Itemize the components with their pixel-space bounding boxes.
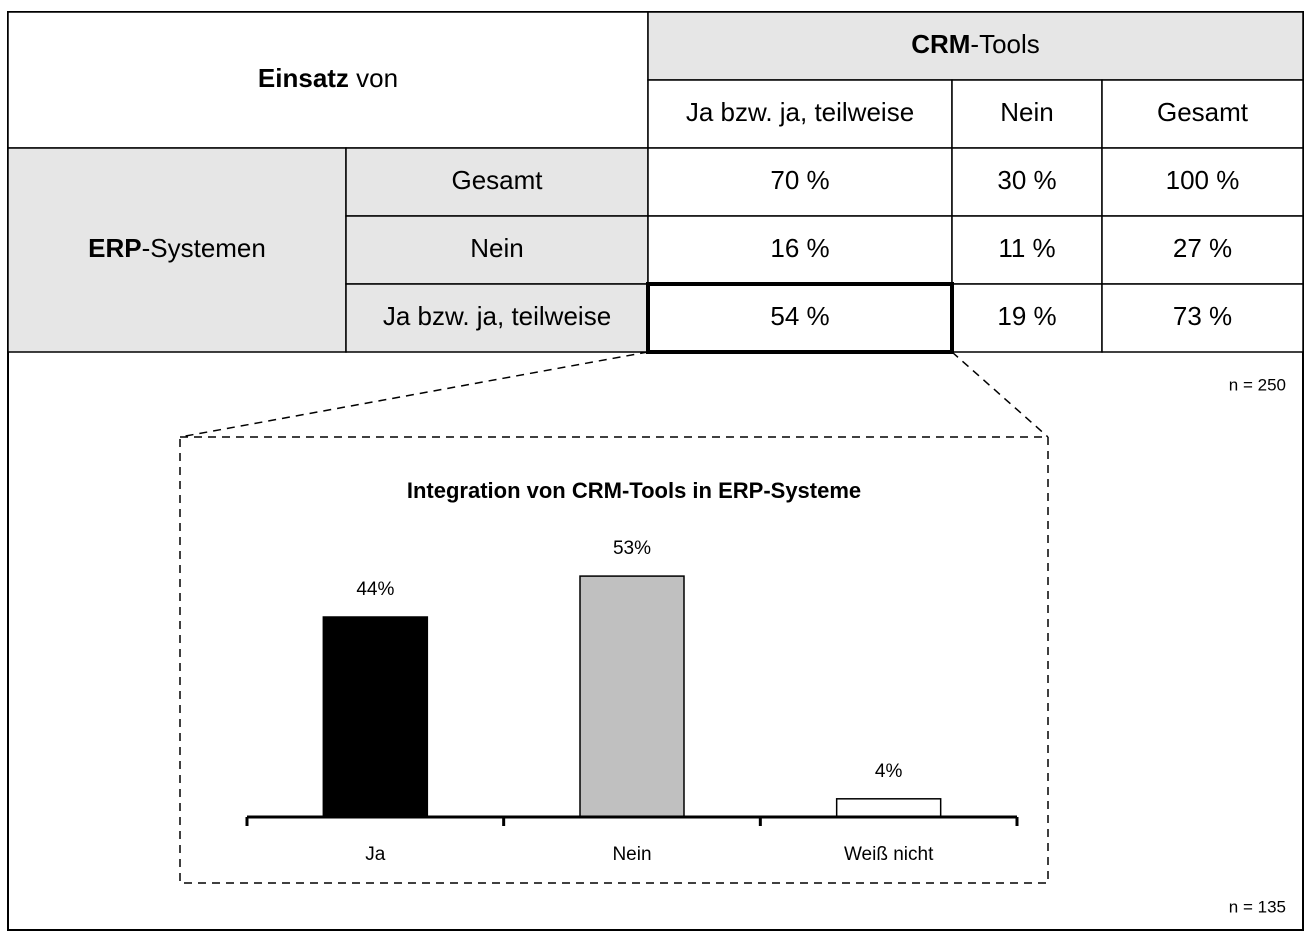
- text-run: CRM: [911, 29, 970, 59]
- cell: [1101, 215, 1304, 285]
- row-header: Nein: [470, 233, 523, 263]
- bar: [835, 798, 942, 818]
- cell: [1101, 283, 1304, 353]
- sample-size: n = 135: [1229, 897, 1286, 916]
- cell: [951, 215, 1103, 285]
- corner-header: Einsatz von: [258, 63, 398, 93]
- value-label: 44%: [356, 579, 394, 600]
- highlight: [646, 282, 954, 354]
- cell: [345, 147, 649, 217]
- cell: [951, 147, 1103, 217]
- cell: [345, 215, 649, 285]
- text-run: Einsatz: [258, 63, 349, 93]
- chart-title: Integration von CRM-Tools in ERP-Systeme: [407, 478, 861, 503]
- bar: [322, 616, 429, 818]
- cell: [647, 147, 953, 217]
- value-label: 4%: [875, 761, 903, 782]
- cell: [951, 283, 1103, 353]
- table-cell: 27 %: [1173, 233, 1232, 263]
- cell: [1101, 79, 1304, 149]
- row-header: Gesamt: [451, 165, 543, 195]
- column-header: Gesamt: [1157, 97, 1249, 127]
- zoom-line: [951, 351, 1049, 438]
- table-cell: 100 %: [1166, 165, 1240, 195]
- cell: [647, 215, 953, 285]
- text-run: -Systemen: [142, 233, 266, 263]
- table-cell: 19 %: [997, 301, 1056, 331]
- sample-size: n = 250: [1229, 375, 1286, 394]
- row-header: Ja bzw. ja, teilweise: [383, 301, 611, 331]
- text-run: -Tools: [970, 29, 1039, 59]
- table-cell: 70 %: [770, 165, 829, 195]
- text-run: ERP: [88, 233, 141, 263]
- cell: [7, 11, 649, 149]
- column-header: Nein: [1000, 97, 1053, 127]
- text-run: von: [349, 63, 398, 93]
- column-group-header: CRM-Tools: [911, 29, 1040, 59]
- value-label: 53%: [613, 538, 651, 559]
- cell: [345, 283, 649, 353]
- zoom-box: [179, 436, 1049, 884]
- column-header: Ja bzw. ja, teilweise: [686, 97, 914, 127]
- table-cell: 11 %: [998, 233, 1055, 263]
- table-cell: 54 %: [770, 301, 829, 331]
- x-tick-label: Ja: [365, 844, 386, 865]
- row-group-header: ERP-Systemen: [88, 233, 266, 263]
- cell: [1101, 147, 1304, 217]
- table-cell: 30 %: [997, 165, 1056, 195]
- zoom-line: [179, 351, 649, 438]
- bar: [579, 575, 685, 818]
- table-cell: 16 %: [770, 233, 829, 263]
- x-tick-label: Nein: [612, 844, 651, 865]
- table-cell: 73 %: [1173, 301, 1232, 331]
- x-tick-label: Weiß nicht: [844, 844, 934, 865]
